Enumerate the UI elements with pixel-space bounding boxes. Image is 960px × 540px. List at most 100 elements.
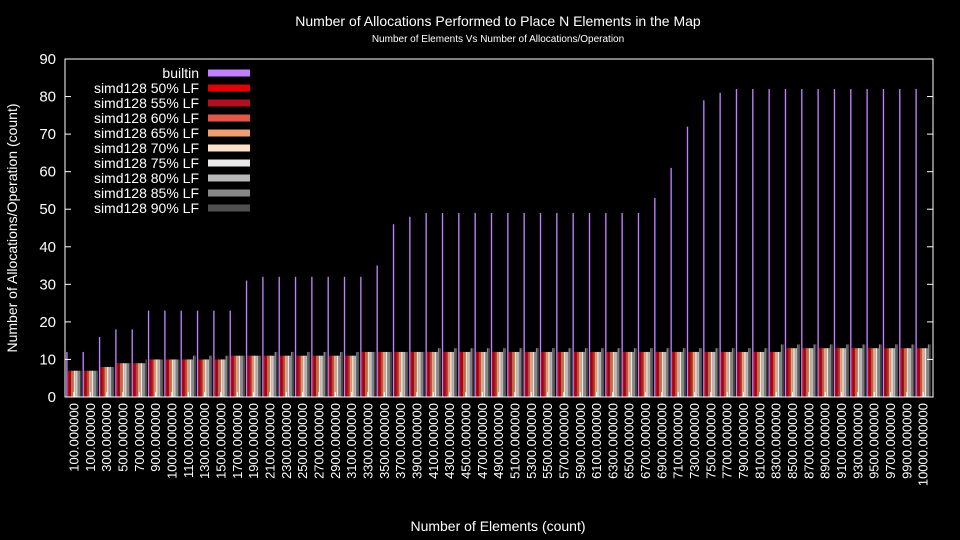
bar <box>591 351 594 397</box>
bar <box>294 276 297 397</box>
bar <box>252 355 254 397</box>
bar <box>137 363 140 397</box>
bar <box>100 366 102 397</box>
bar <box>290 351 293 397</box>
bar <box>633 348 636 397</box>
bar <box>178 359 180 397</box>
bar <box>495 351 497 397</box>
bar <box>737 351 739 397</box>
bar <box>575 351 577 397</box>
bar <box>278 276 280 397</box>
bar <box>158 359 161 397</box>
bar <box>782 344 784 397</box>
bar <box>926 348 928 397</box>
bar <box>836 348 839 397</box>
bar <box>740 351 742 397</box>
bar <box>67 370 70 397</box>
bar <box>567 351 569 397</box>
bar <box>431 351 434 397</box>
bar <box>654 197 656 397</box>
bar <box>217 359 220 397</box>
bar <box>709 351 711 397</box>
bar <box>758 351 760 397</box>
bar <box>616 351 618 397</box>
bar <box>469 351 471 397</box>
bar <box>835 348 837 397</box>
bar <box>525 351 527 397</box>
x-tick-label: 500.000000 <box>115 403 130 472</box>
bar <box>542 351 545 397</box>
bar <box>699 348 701 397</box>
bar <box>572 212 574 397</box>
bar <box>805 348 808 397</box>
bar <box>88 370 91 397</box>
bar <box>820 348 822 397</box>
bar <box>839 348 842 397</box>
plot-frame <box>64 58 934 398</box>
legend-label: simd128 85% LF <box>94 185 199 201</box>
bar <box>668 348 670 397</box>
bar <box>385 351 388 397</box>
x-tick-label: 7900.000000 <box>736 403 751 479</box>
bar <box>703 100 705 397</box>
bar <box>503 348 505 397</box>
bar <box>712 351 714 397</box>
bar <box>598 351 600 397</box>
bar <box>911 344 913 397</box>
bar <box>341 351 343 397</box>
bar <box>203 359 205 397</box>
bar <box>258 355 260 397</box>
bar <box>448 351 450 397</box>
bar <box>639 351 641 397</box>
bar <box>133 363 135 397</box>
bar <box>101 366 104 397</box>
bar <box>913 344 915 397</box>
y-tick-label: 80 <box>39 89 56 106</box>
x-tick-label: 6900.000000 <box>654 403 669 479</box>
bar <box>256 355 259 397</box>
x-tick-label: 2500.000000 <box>295 403 310 479</box>
bar <box>706 351 708 397</box>
bar <box>80 370 82 397</box>
bar <box>553 348 556 397</box>
bar <box>180 310 182 397</box>
bar <box>704 351 707 397</box>
bar <box>559 351 561 397</box>
bar <box>402 351 404 397</box>
bar <box>351 355 353 397</box>
bar <box>644 351 646 397</box>
bar <box>779 351 781 397</box>
bar <box>565 351 567 397</box>
bar <box>436 351 438 397</box>
bar <box>581 351 584 397</box>
bar <box>379 351 381 397</box>
bar <box>136 363 138 397</box>
bar <box>742 351 744 397</box>
bar <box>253 355 255 397</box>
chart-subtitle: Number of Elements Vs Number of Allocati… <box>372 34 624 45</box>
x-tick-label: 1900.000000 <box>246 403 261 479</box>
bar <box>470 348 472 397</box>
bar <box>578 351 581 397</box>
bar <box>462 351 465 397</box>
bar <box>345 355 347 397</box>
bar <box>817 89 819 397</box>
bar <box>676 351 679 397</box>
bar <box>731 348 734 397</box>
x-tick-label: 2300.000000 <box>279 403 294 479</box>
bar <box>219 359 221 397</box>
bar <box>619 348 621 397</box>
x-tick-label: 6100.000000 <box>589 403 604 479</box>
bar <box>532 351 535 397</box>
bar <box>105 366 107 397</box>
bar <box>108 366 110 397</box>
bar <box>655 351 658 397</box>
bar <box>878 344 881 397</box>
bar <box>454 348 456 397</box>
bar <box>909 348 912 397</box>
bar <box>87 370 89 397</box>
bar <box>243 355 245 397</box>
bar <box>584 348 587 397</box>
bar <box>684 348 686 397</box>
bar <box>831 344 833 397</box>
